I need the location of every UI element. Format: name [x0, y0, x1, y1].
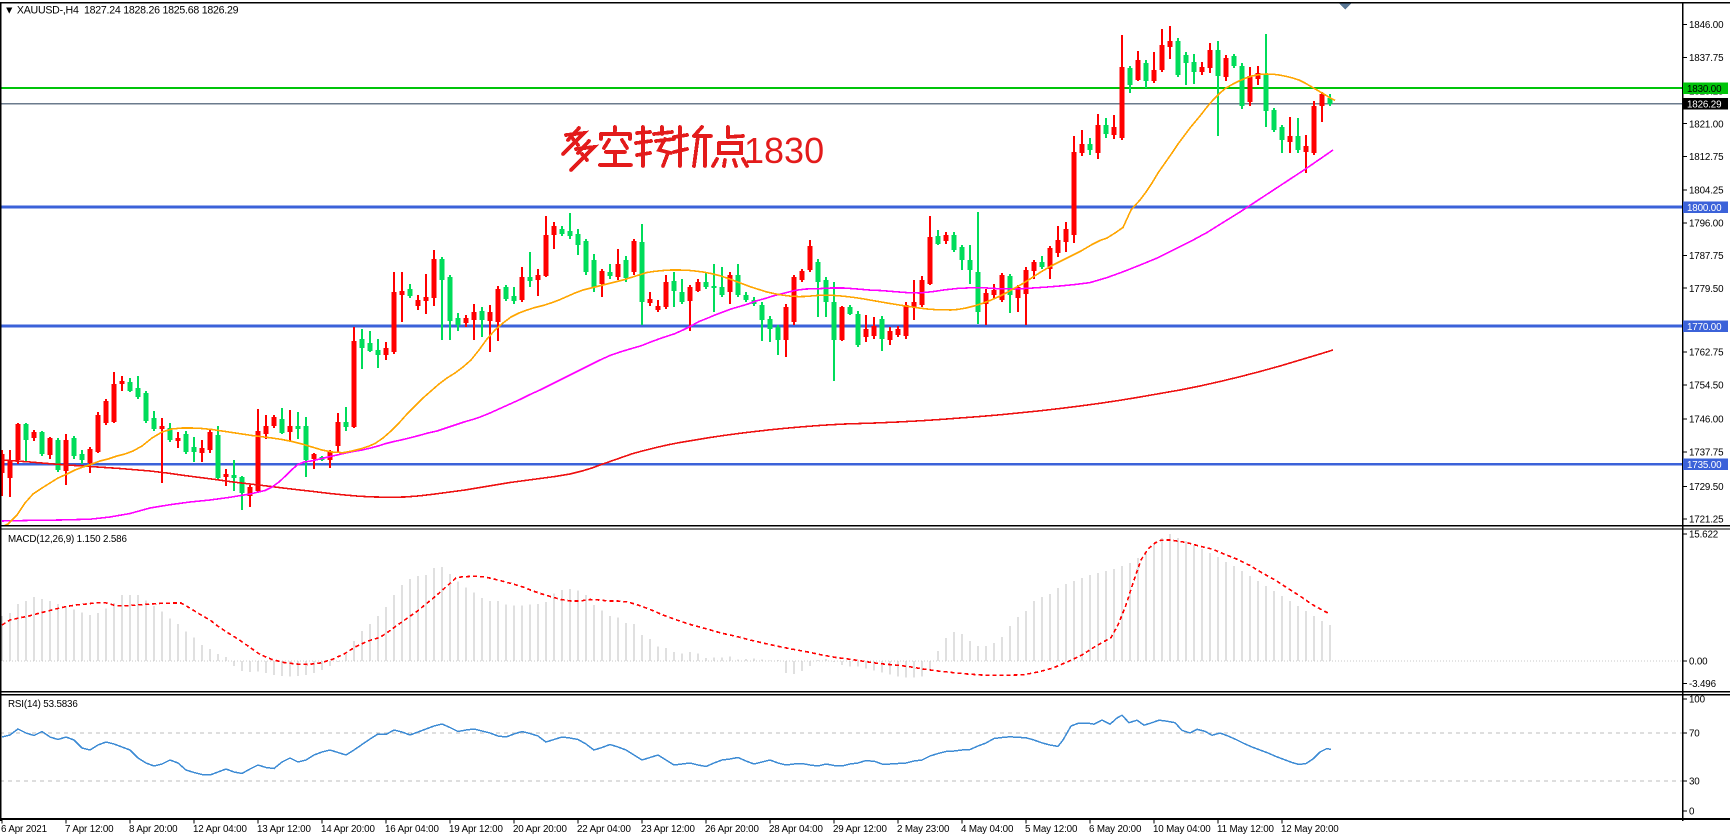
svg-text:0: 0: [1689, 807, 1695, 818]
svg-text:19 Apr 12:00: 19 Apr 12:00: [449, 824, 503, 835]
svg-text:70: 70: [1689, 729, 1700, 740]
svg-text:2 May 23:00: 2 May 23:00: [897, 824, 950, 835]
svg-text:1787.75: 1787.75: [1689, 251, 1724, 262]
svg-text:15.622: 15.622: [1689, 530, 1718, 541]
svg-text:30: 30: [1689, 777, 1700, 788]
svg-text:1735.00: 1735.00: [1687, 460, 1722, 471]
svg-text:12 Apr 04:00: 12 Apr 04:00: [193, 824, 247, 835]
svg-text:16 Apr 04:00: 16 Apr 04:00: [385, 824, 439, 835]
svg-text:29 Apr 12:00: 29 Apr 12:00: [833, 824, 887, 835]
svg-text:23 Apr 12:00: 23 Apr 12:00: [641, 824, 695, 835]
svg-text:12 May 20:00: 12 May 20:00: [1281, 824, 1339, 835]
svg-text:RSI(14) 53.5836: RSI(14) 53.5836: [8, 699, 78, 710]
svg-text:1746.00: 1746.00: [1689, 415, 1724, 426]
svg-text:4 May 04:00: 4 May 04:00: [961, 824, 1014, 835]
svg-text:1830: 1830: [744, 130, 824, 171]
svg-text:-3.496: -3.496: [1689, 679, 1717, 690]
svg-text:▼ XAUUSD-,H4 1827.24 1828.26: ▼ XAUUSD-,H4 1827.24 1828.26 1825.68 182…: [4, 5, 239, 17]
svg-text:13 Apr 12:00: 13 Apr 12:00: [257, 824, 311, 835]
svg-text:6 Apr 2021: 6 Apr 2021: [1, 824, 47, 835]
svg-text:1779.50: 1779.50: [1689, 284, 1724, 295]
svg-text:10 May 04:00: 10 May 04:00: [1153, 824, 1211, 835]
svg-text:1826.29: 1826.29: [1687, 100, 1721, 111]
svg-text:28 Apr 04:00: 28 Apr 04:00: [769, 824, 823, 835]
svg-text:1796.00: 1796.00: [1689, 218, 1724, 229]
svg-text:1729.50: 1729.50: [1689, 482, 1724, 493]
svg-text:8 Apr 20:00: 8 Apr 20:00: [129, 824, 178, 835]
svg-text:1837.75: 1837.75: [1689, 53, 1724, 64]
svg-text:1770.00: 1770.00: [1687, 322, 1722, 333]
svg-text:1721.25: 1721.25: [1689, 515, 1724, 526]
svg-text:0.00: 0.00: [1689, 657, 1708, 668]
svg-text:100: 100: [1689, 695, 1706, 706]
svg-text:5 May 12:00: 5 May 12:00: [1025, 824, 1078, 835]
svg-text:1737.75: 1737.75: [1689, 448, 1724, 459]
svg-text:1804.25: 1804.25: [1689, 186, 1724, 197]
svg-text:1846.00: 1846.00: [1689, 20, 1724, 31]
svg-text:11 May 12:00: 11 May 12:00: [1217, 824, 1275, 835]
svg-text:22 Apr 04:00: 22 Apr 04:00: [577, 824, 631, 835]
svg-text:1821.00: 1821.00: [1689, 119, 1724, 130]
svg-text:MACD(12,26,9) 1.150 2.586: MACD(12,26,9) 1.150 2.586: [8, 534, 127, 545]
svg-text:20 Apr 20:00: 20 Apr 20:00: [513, 824, 567, 835]
svg-text:26 Apr 20:00: 26 Apr 20:00: [705, 824, 759, 835]
svg-text:7 Apr 12:00: 7 Apr 12:00: [65, 824, 114, 835]
svg-text:1754.50: 1754.50: [1689, 381, 1724, 392]
svg-text:1830.00: 1830.00: [1687, 84, 1722, 95]
svg-text:1812.75: 1812.75: [1689, 152, 1724, 163]
svg-text:1800.00: 1800.00: [1687, 203, 1722, 214]
svg-text:14 Apr 20:00: 14 Apr 20:00: [321, 824, 375, 835]
svg-text:1762.75: 1762.75: [1689, 348, 1724, 359]
svg-text:6 May 20:00: 6 May 20:00: [1089, 824, 1142, 835]
